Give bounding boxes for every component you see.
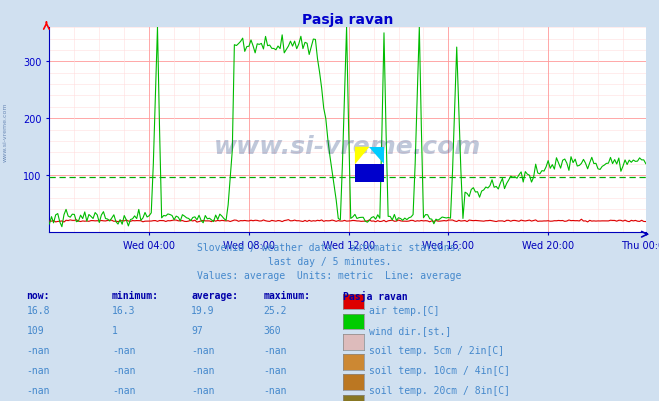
- Text: soil temp. 10cm / 4in[C]: soil temp. 10cm / 4in[C]: [369, 365, 510, 375]
- Text: Pasja ravan: Pasja ravan: [343, 291, 407, 302]
- Text: 1: 1: [112, 325, 118, 335]
- Text: air temp.[C]: air temp.[C]: [369, 305, 440, 315]
- Text: www.si-vreme.com: www.si-vreme.com: [3, 103, 8, 162]
- Text: -nan: -nan: [264, 345, 287, 355]
- Text: maximum:: maximum:: [264, 291, 310, 301]
- Text: 16.8: 16.8: [26, 305, 50, 315]
- Text: -nan: -nan: [26, 345, 50, 355]
- Text: average:: average:: [191, 291, 238, 301]
- Text: now:: now:: [26, 291, 50, 301]
- Text: last day / 5 minutes.: last day / 5 minutes.: [268, 257, 391, 267]
- Text: -nan: -nan: [112, 385, 136, 395]
- Text: 360: 360: [264, 325, 281, 335]
- Text: -nan: -nan: [112, 365, 136, 375]
- Text: -nan: -nan: [264, 385, 287, 395]
- Polygon shape: [355, 148, 370, 165]
- Text: Slovenia / weather data - automatic stations.: Slovenia / weather data - automatic stat…: [197, 243, 462, 253]
- Polygon shape: [355, 165, 384, 182]
- Text: -nan: -nan: [191, 385, 215, 395]
- Text: 16.3: 16.3: [112, 305, 136, 315]
- Text: www.si-vreme.com: www.si-vreme.com: [214, 135, 481, 159]
- Text: -nan: -nan: [264, 365, 287, 375]
- Text: soil temp. 5cm / 2in[C]: soil temp. 5cm / 2in[C]: [369, 345, 504, 355]
- Text: -nan: -nan: [26, 365, 50, 375]
- Text: 25.2: 25.2: [264, 305, 287, 315]
- Text: Values: average  Units: metric  Line: average: Values: average Units: metric Line: aver…: [197, 271, 462, 281]
- Text: 19.9: 19.9: [191, 305, 215, 315]
- Text: 97: 97: [191, 325, 203, 335]
- Text: -nan: -nan: [112, 345, 136, 355]
- Text: -nan: -nan: [191, 345, 215, 355]
- Text: soil temp. 20cm / 8in[C]: soil temp. 20cm / 8in[C]: [369, 385, 510, 395]
- Text: wind dir.[st.]: wind dir.[st.]: [369, 325, 451, 335]
- Text: -nan: -nan: [26, 385, 50, 395]
- Text: -nan: -nan: [191, 365, 215, 375]
- Text: minimum:: minimum:: [112, 291, 159, 301]
- Polygon shape: [370, 148, 384, 165]
- Text: 109: 109: [26, 325, 44, 335]
- Title: Pasja ravan: Pasja ravan: [302, 13, 393, 27]
